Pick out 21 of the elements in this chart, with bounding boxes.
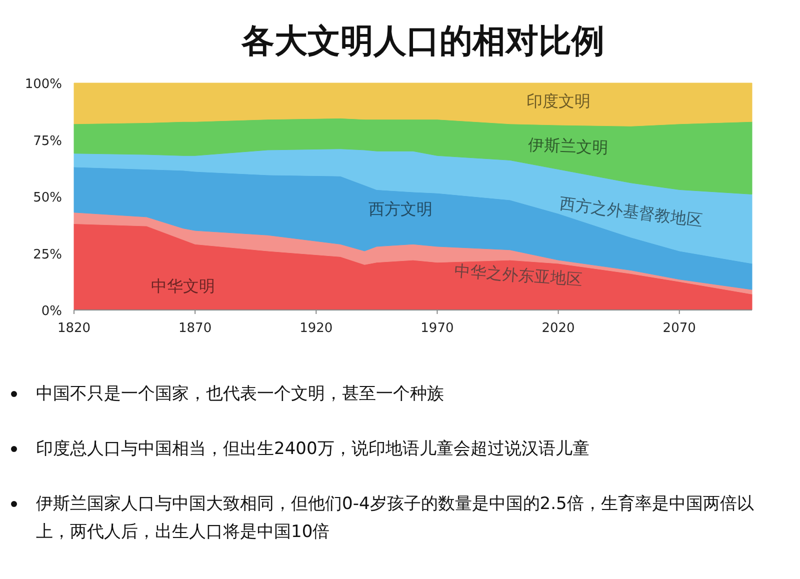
series-label: 中华文明 [150,276,215,296]
series-label: 西方文明 [368,199,432,218]
text: 中国不只是一个国家，也代表一个文明，甚至一个种族 [36,383,445,406]
x-tick-label: 1970 [420,321,454,336]
y-tick-label: 50% [33,190,62,206]
x-tick-label: 1820 [57,321,91,336]
y-tick-label: 75% [33,134,62,149]
text: 伊斯兰国家人口与中国大致相同，但他们0-4岁孩子的数量是中国的2.5倍，生育率是中国两倍以上，两代人后，出生人口将是中国10倍 [36,493,755,544]
chart-title: 各大文明人口的相对比例 [240,21,604,60]
series-label: 印度文明 [526,91,590,110]
x-tick-label: 1920 [300,321,333,336]
y-tick-label: 25% [33,247,62,262]
x-tick-label: 2020 [542,321,575,336]
x-tick-label: 1870 [178,321,212,336]
y-tick-label: 100% [24,77,62,92]
series-label: 西方之外基督教地区 [558,194,704,230]
x-tick-label: 2070 [662,321,696,336]
text: 印度总人口与中国相当，但出生2400万，说印地语儿童会超过说汉语儿童 [36,438,590,461]
series-label: 中华之外东亚地区 [454,260,583,289]
series-label: 伊斯兰文明 [528,135,609,157]
y-tick-label: 0% [41,304,62,319]
